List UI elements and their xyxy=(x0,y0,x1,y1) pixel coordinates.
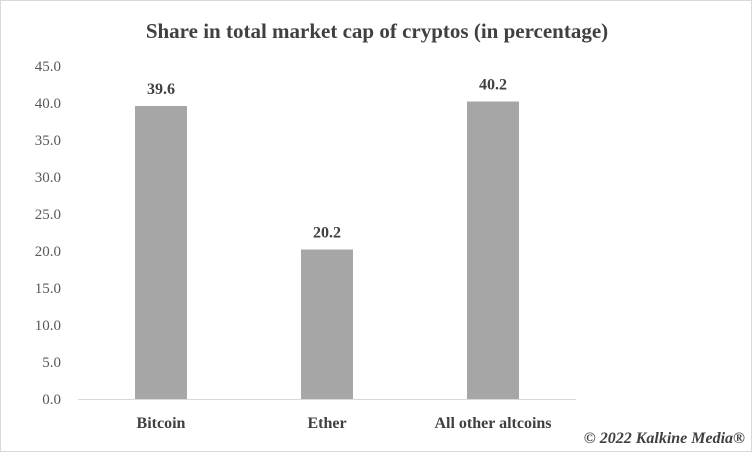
x-category-label: Ether xyxy=(307,415,346,432)
x-category-label: All other altcoins xyxy=(434,415,551,432)
y-tick-label: 40.0 xyxy=(35,96,61,112)
y-tick-label: 35.0 xyxy=(35,133,61,149)
data-label: 20.2 xyxy=(313,225,341,242)
y-tick-label: 20.0 xyxy=(35,244,61,260)
x-category-label: Bitcoin xyxy=(137,415,186,432)
bar xyxy=(301,249,353,399)
y-tick-label: 30.0 xyxy=(35,170,61,186)
bar xyxy=(467,101,519,400)
data-label: 40.2 xyxy=(479,77,507,94)
y-tick-label: 15.0 xyxy=(35,281,61,297)
bar xyxy=(135,105,187,400)
chart-title: Share in total market cap of cryptos (in… xyxy=(145,19,609,43)
y-tick-label: 45.0 xyxy=(35,59,61,75)
y-tick-label: 10.0 xyxy=(35,318,61,334)
copyright-credit: © 2022 Kalkine Media® xyxy=(583,430,745,447)
data-label: 39.6 xyxy=(147,81,175,98)
y-tick-label: 0.0 xyxy=(42,392,61,408)
y-tick-label: 25.0 xyxy=(35,207,61,223)
y-tick-label: 5.0 xyxy=(42,355,61,371)
